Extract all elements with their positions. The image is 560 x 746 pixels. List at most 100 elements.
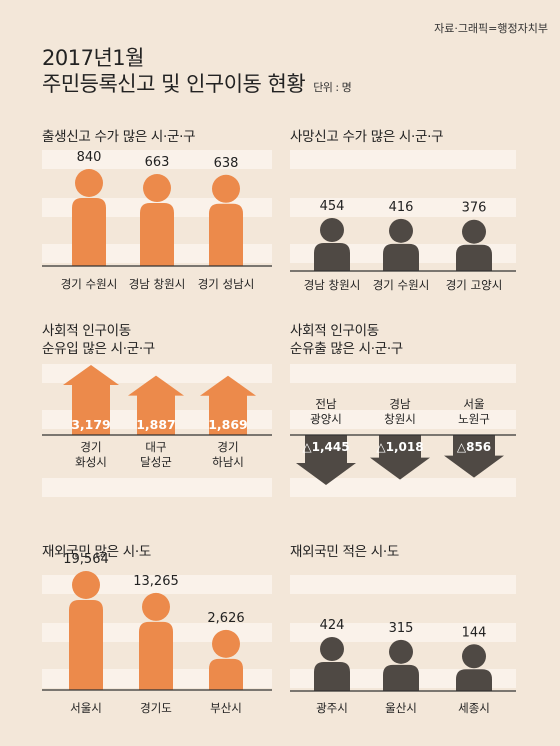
outflow-title-line2: 순유출 많은 시·군·구 bbox=[290, 341, 403, 357]
births-person-2-head bbox=[212, 174, 240, 203]
outflow-category-label-0-a: 전남 bbox=[315, 397, 337, 411]
births-category-label-0: 경기 수원시 bbox=[61, 277, 118, 291]
page-title-year: 2017년1월 bbox=[42, 46, 144, 70]
births-person-0-body bbox=[72, 198, 106, 266]
overseas_most-value-label-0: 19,564 bbox=[63, 552, 109, 567]
overseas_least-category-label-0: 광주시 bbox=[316, 701, 348, 715]
overseas-most-stripe-0 bbox=[42, 575, 272, 594]
deaths-title: 사망신고 수가 많은 시·군·구 bbox=[290, 129, 444, 145]
inflow-category-label-2-b: 하남시 bbox=[212, 455, 244, 469]
deaths-category-label-2: 경기 고양시 bbox=[446, 278, 503, 292]
overseas_most-category-label-2: 부산시 bbox=[210, 701, 242, 715]
overseas_least-person-2 bbox=[456, 644, 492, 691]
overseas_least-person-1 bbox=[383, 639, 419, 691]
inflow-value-label-0: 3,179 bbox=[71, 417, 111, 432]
deaths-category-label-0: 경남 창원시 bbox=[304, 278, 361, 292]
overseas-most-title: 재외국민 많은 시·도 bbox=[42, 544, 151, 560]
overseas_most-person-0-head bbox=[72, 571, 100, 599]
births-title: 출생신고 수가 많은 시·군·구 bbox=[42, 129, 196, 145]
unit-label: 단위 : 명 bbox=[313, 81, 352, 94]
outflow-arrow-1 bbox=[370, 435, 430, 480]
outflow-arrow-shape-2 bbox=[444, 435, 504, 478]
overseas_least-value-label-1: 315 bbox=[389, 621, 414, 636]
deaths-person-2-body bbox=[456, 244, 492, 271]
outflow-category-label-1-b: 창원시 bbox=[384, 412, 416, 426]
outflow-value-label-1: △1,018 bbox=[376, 440, 423, 454]
births-value-label-2: 638 bbox=[214, 156, 239, 171]
deaths-stripe-0 bbox=[290, 150, 516, 169]
deaths-value-label-0: 454 bbox=[320, 199, 345, 214]
inflow-category-label-1-a: 대구 bbox=[145, 440, 166, 454]
overseas_least-person-2-head bbox=[462, 644, 486, 669]
inflow-title-line2: 순유입 많은 시·군·구 bbox=[42, 341, 155, 357]
inflow-arrow-shape-2 bbox=[200, 375, 256, 435]
inflow-arrow-1 bbox=[128, 375, 184, 435]
births-category-label-2: 경기 성남시 bbox=[198, 277, 255, 291]
page-title-main: 주민등록신고 및 인구이동 현황 bbox=[42, 72, 306, 96]
deaths-person-0-head bbox=[320, 218, 344, 242]
inflow-value-label-1: 1,887 bbox=[136, 417, 176, 432]
births-person-1-head bbox=[143, 174, 171, 203]
inflow-category-label-1-b: 달성군 bbox=[140, 455, 172, 469]
deaths-stripe-1 bbox=[290, 198, 516, 217]
inflow-value-label-2: 1,869 bbox=[208, 417, 248, 432]
overseas_most-person-2 bbox=[209, 629, 243, 690]
overseas_most-person-0 bbox=[69, 571, 103, 690]
outflow-arrow-shape-1 bbox=[370, 435, 430, 480]
overseas-least-stripe-0 bbox=[290, 575, 516, 594]
births-category-label-1: 경남 창원시 bbox=[129, 277, 186, 291]
deaths-person-1-body bbox=[383, 243, 419, 271]
outflow-stripe-2 bbox=[290, 478, 516, 497]
outflow-stripe-0 bbox=[290, 364, 516, 383]
births-person-2 bbox=[209, 174, 243, 266]
outflow-arrow-0 bbox=[296, 435, 356, 485]
overseas_least-person-0 bbox=[314, 637, 350, 691]
overseas_least-person-1-head bbox=[389, 639, 413, 664]
outflow-value-label-0: △1,445 bbox=[302, 440, 349, 454]
births-person-0 bbox=[72, 169, 106, 266]
outflow-value-label-2: △856 bbox=[457, 440, 491, 454]
outflow-category-label-2-b: 노원구 bbox=[458, 412, 490, 426]
overseas_least-category-label-1: 울산시 bbox=[385, 701, 417, 715]
overseas_most-value-label-2: 2,626 bbox=[207, 611, 244, 626]
overseas_least-person-1-body bbox=[383, 664, 419, 691]
outflow-category-label-0-b: 광양시 bbox=[310, 412, 342, 426]
outflow-category-label-1-a: 경남 bbox=[389, 397, 411, 411]
outflow-arrow-2 bbox=[444, 435, 504, 478]
deaths-person-2 bbox=[456, 219, 492, 271]
deaths-person-2-head bbox=[462, 219, 486, 244]
overseas_most-person-2-head bbox=[212, 629, 240, 658]
births-person-1 bbox=[140, 174, 174, 266]
births-value-label-0: 840 bbox=[77, 150, 102, 165]
inflow-category-label-0-a: 경기 bbox=[80, 440, 101, 454]
overseas-least-stripe-1 bbox=[290, 623, 516, 642]
inflow-arrow-shape-1 bbox=[128, 375, 184, 435]
inflow-arrow-shape-0 bbox=[63, 365, 119, 435]
outflow-category-label-2-a: 서울 bbox=[463, 397, 484, 411]
outflow-title-line1: 사회적 인구이동 bbox=[290, 323, 379, 339]
inflow-title-line1: 사회적 인구이동 bbox=[42, 323, 131, 339]
births-person-1-body bbox=[140, 203, 174, 266]
overseas_most-value-label-1: 13,265 bbox=[133, 574, 179, 589]
overseas_least-person-0-body bbox=[314, 662, 350, 691]
births-value-label-1: 663 bbox=[145, 155, 170, 170]
deaths-person-0 bbox=[314, 218, 350, 271]
deaths-value-label-1: 416 bbox=[389, 200, 414, 215]
overseas_least-person-2-body bbox=[456, 669, 492, 691]
overseas_most-category-label-1: 경기도 bbox=[140, 701, 172, 715]
outflow-stripe-1 bbox=[290, 410, 516, 429]
overseas_least-value-label-0: 424 bbox=[320, 618, 345, 633]
inflow-category-label-2-a: 경기 bbox=[217, 440, 238, 454]
deaths-person-1 bbox=[383, 218, 419, 271]
overseas_most-person-2-body bbox=[209, 658, 243, 690]
overseas_most-person-1-head bbox=[142, 592, 170, 621]
deaths-value-label-2: 376 bbox=[462, 201, 487, 216]
inflow-category-label-0-b: 화성시 bbox=[75, 455, 107, 469]
source-credit: 자료·그래픽=행정자치부 bbox=[434, 22, 548, 35]
births-person-2-body bbox=[209, 203, 243, 266]
page-title: 주민등록신고 및 인구이동 현황 단위 : 명 bbox=[42, 68, 352, 98]
outflow-arrow-shape-0 bbox=[296, 435, 356, 485]
